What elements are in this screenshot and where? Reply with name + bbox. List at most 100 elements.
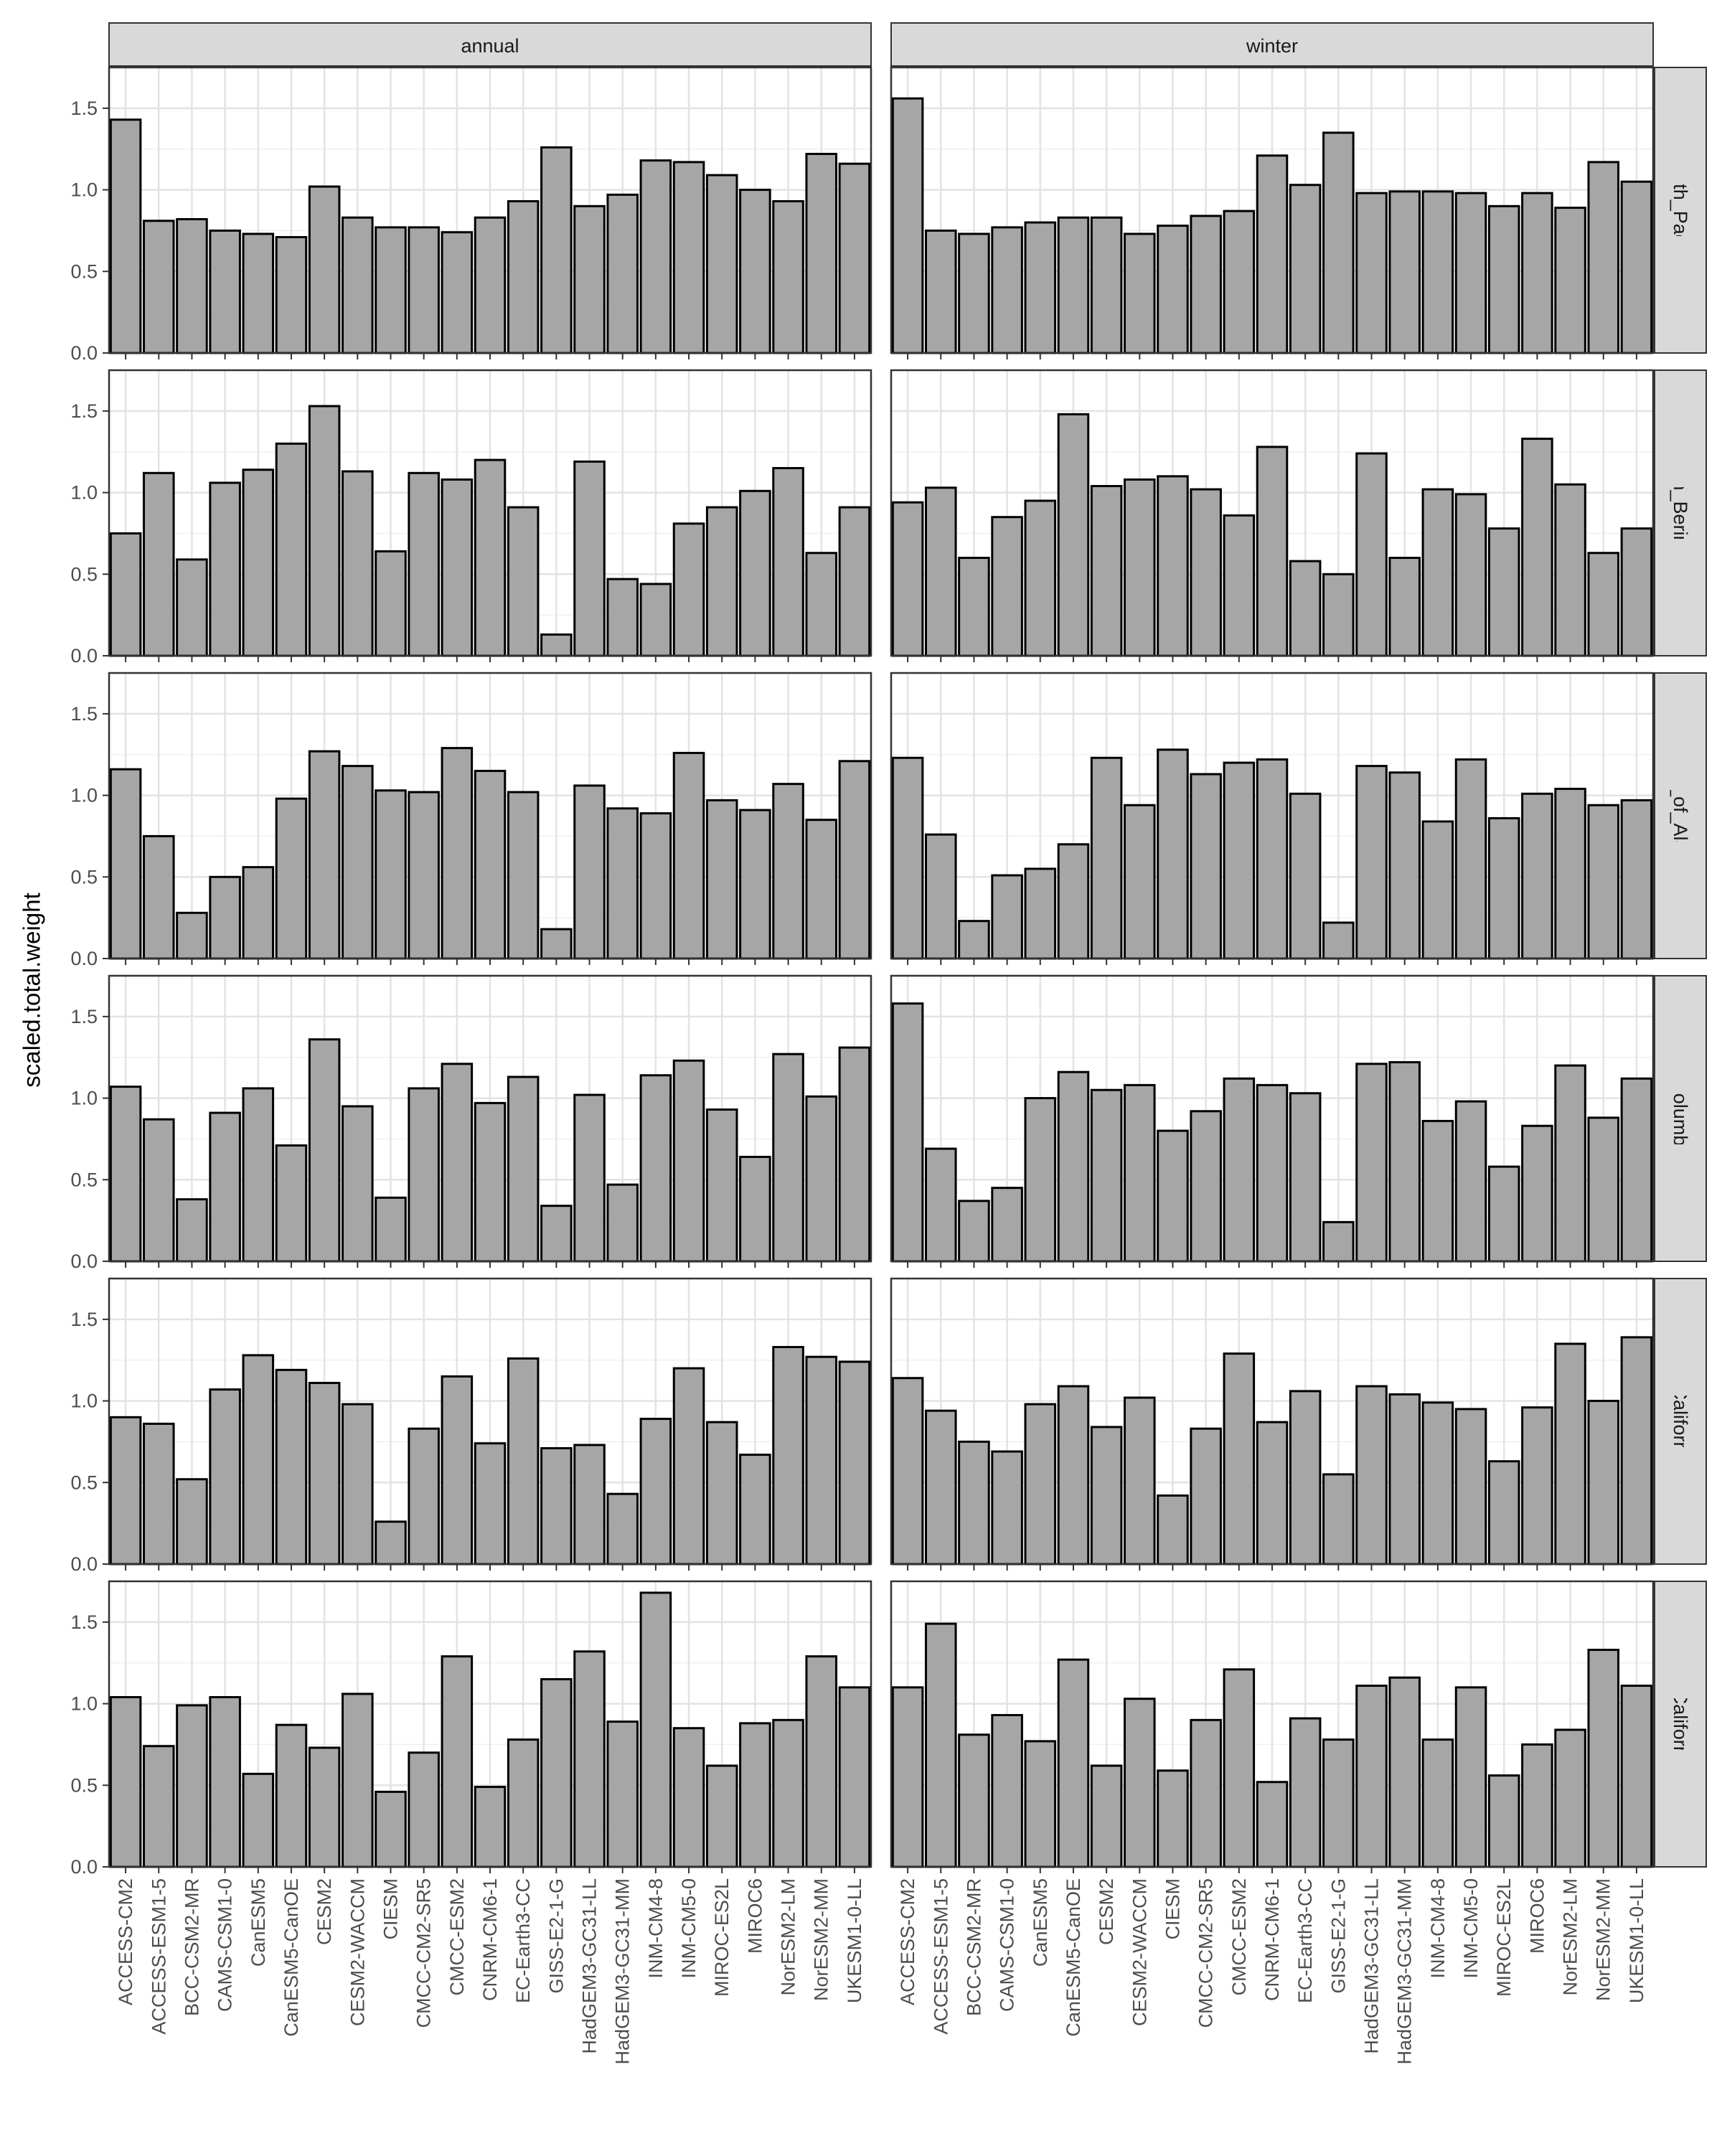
bar-winter-gulf-of-alaska-cnrm-cm6-1 bbox=[1256, 758, 1289, 960]
bar-winter-southern-california-current-access-cm2 bbox=[891, 1686, 924, 1868]
bar-annual-eastern-bering-sea-noresm2-lm bbox=[772, 466, 804, 657]
bar-annual-north-pacific-cnrm-cm6-1 bbox=[474, 216, 507, 354]
bar-annual-north-pacific-inm-cm5-0 bbox=[672, 161, 705, 354]
bar-annual-gulf-of-alaska-cesm2 bbox=[308, 750, 341, 960]
bar-annual-northern-california-current-hadgem3-gc31-mm bbox=[606, 1492, 639, 1566]
x-tick-label: CNRM-CM6-1 bbox=[1261, 1878, 1283, 2001]
bar-winter-eastern-bering-sea-ukesm1-0-ll bbox=[1620, 527, 1653, 657]
bar-annual-northern-california-current-canesm5 bbox=[242, 1354, 275, 1566]
bar-annual-southern-california-current-ec-earth3-cc bbox=[507, 1738, 540, 1868]
bar-winter-british-columbia-coast-ec-earth3-cc bbox=[1289, 1092, 1322, 1263]
facet-strip-southern-california-current bbox=[1654, 1581, 1707, 1868]
bar-annual-gulf-of-alaska-inm-cm4-8 bbox=[639, 812, 672, 960]
bar-annual-southern-california-current-miroc-es2l bbox=[705, 1764, 738, 1868]
bar-annual-british-columbia-coast-canesm5 bbox=[242, 1087, 275, 1263]
bar-winter-british-columbia-coast-canesm5 bbox=[1024, 1097, 1057, 1263]
bar-winter-british-columbia-coast-hadgem3-gc31-ll bbox=[1355, 1063, 1388, 1263]
bar-annual-eastern-bering-sea-cams-csm1-0 bbox=[209, 481, 241, 657]
bar-winter-north-pacific-giss-e2-1-g bbox=[1322, 131, 1355, 354]
y-tick-label: 1.0 bbox=[70, 1693, 98, 1715]
x-tick-label: HadGEM3-GC31-LL bbox=[579, 1878, 601, 2054]
bar-annual-eastern-bering-sea-cesm2 bbox=[308, 405, 341, 657]
bar-annual-gulf-of-alaska-cmcc-cm2-sr5 bbox=[408, 791, 440, 960]
bar-annual-gulf-of-alaska-cesm2-waccm bbox=[342, 765, 374, 960]
bar-annual-eastern-bering-sea-cnrm-cm6-1 bbox=[474, 458, 507, 657]
bar-annual-gulf-of-alaska-noresm2-lm bbox=[772, 783, 804, 960]
x-tick-label: INM-CM4-8 bbox=[645, 1878, 667, 1979]
bar-annual-north-pacific-noresm2-lm bbox=[772, 199, 804, 354]
bar-annual-eastern-bering-sea-miroc6 bbox=[739, 489, 771, 657]
facet-strip-label-gulf-of-alaska: Gulf_of_Alaska bbox=[1670, 750, 1691, 882]
x-tick-label: CESM2 bbox=[1096, 1878, 1117, 1945]
bar-winter-british-columbia-coast-access-cm2 bbox=[891, 1002, 924, 1263]
bar-annual-northern-california-current-cmcc-cm2-sr5 bbox=[408, 1427, 440, 1566]
bar-winter-eastern-bering-sea-cesm2-waccm bbox=[1124, 478, 1156, 657]
bar-annual-british-columbia-coast-cmcc-esm2 bbox=[441, 1063, 474, 1263]
bar-winter-gulf-of-alaska-bcc-csm2-mr bbox=[958, 920, 990, 960]
bar-winter-gulf-of-alaska-hadgem3-gc31-mm bbox=[1388, 771, 1421, 960]
bar-winter-gulf-of-alaska-miroc-es2l bbox=[1487, 816, 1520, 960]
bar-annual-southern-california-current-miroc6 bbox=[739, 1722, 771, 1868]
bar-winter-north-pacific-canesm5 bbox=[1024, 221, 1057, 354]
bar-annual-eastern-bering-sea-giss-e2-1-g bbox=[540, 633, 573, 657]
bar-annual-british-columbia-coast-canesm5-canoe bbox=[275, 1144, 308, 1263]
bar-winter-british-columbia-coast-miroc6 bbox=[1521, 1124, 1553, 1263]
facet-strip-winter bbox=[890, 22, 1654, 67]
bar-winter-southern-california-current-ciesm bbox=[1157, 1769, 1189, 1868]
bar-annual-southern-california-current-noresm2-lm bbox=[772, 1718, 804, 1868]
bar-winter-british-columbia-coast-cams-csm1-0 bbox=[991, 1187, 1023, 1263]
bar-annual-north-pacific-canesm5 bbox=[242, 232, 275, 354]
bar-annual-north-pacific-ec-earth3-cc bbox=[507, 199, 540, 354]
bar-winter-british-columbia-coast-cnrm-cm6-1 bbox=[1256, 1083, 1289, 1263]
bar-annual-northern-california-current-cams-csm1-0 bbox=[209, 1388, 241, 1566]
bar-annual-british-columbia-coast-noresm2-mm bbox=[805, 1095, 838, 1263]
bar-annual-north-pacific-cesm2-waccm bbox=[342, 216, 374, 354]
x-tick-label: CIESM bbox=[380, 1878, 401, 1940]
bar-winter-southern-california-current-cams-csm1-0 bbox=[991, 1713, 1023, 1868]
bar-annual-gulf-of-alaska-hadgem3-gc31-ll bbox=[573, 784, 606, 960]
bar-winter-northern-california-current-canesm5 bbox=[1024, 1403, 1057, 1566]
x-tick-label: MIROC-ES2L bbox=[1493, 1878, 1515, 1997]
x-tick-label: INM-CM5-0 bbox=[678, 1878, 700, 1979]
bar-annual-north-pacific-bcc-csm2-mr bbox=[176, 218, 208, 354]
bar-annual-north-pacific-hadgem3-gc31-mm bbox=[606, 193, 639, 354]
bar-winter-north-pacific-access-cm2 bbox=[891, 97, 924, 354]
bar-winter-north-pacific-ciesm bbox=[1157, 225, 1189, 354]
bar-winter-north-pacific-noresm2-mm bbox=[1587, 161, 1620, 354]
bar-annual-eastern-bering-sea-hadgem3-gc31-mm bbox=[606, 578, 639, 657]
bar-annual-british-columbia-coast-access-cm2 bbox=[109, 1086, 142, 1263]
bar-annual-eastern-bering-sea-miroc-es2l bbox=[705, 506, 738, 657]
bar-annual-gulf-of-alaska-ec-earth3-cc bbox=[507, 791, 540, 960]
y-tick-label: 0.0 bbox=[70, 645, 98, 667]
bar-winter-northern-california-current-miroc6 bbox=[1521, 1406, 1553, 1566]
bar-winter-gulf-of-alaska-cams-csm1-0 bbox=[991, 874, 1023, 960]
bar-winter-eastern-bering-sea-cmcc-cm2-sr5 bbox=[1190, 488, 1222, 657]
bar-winter-british-columbia-coast-access-esm1-5 bbox=[924, 1147, 957, 1263]
x-tick-label: NorESM2-MM bbox=[1593, 1878, 1614, 2001]
bar-annual-british-columbia-coast-cnrm-cm6-1 bbox=[474, 1101, 507, 1263]
bar-winter-gulf-of-alaska-cesm2 bbox=[1090, 756, 1123, 960]
bar-annual-eastern-bering-sea-cmcc-esm2 bbox=[441, 478, 474, 657]
bar-winter-southern-california-current-canesm5 bbox=[1024, 1740, 1057, 1868]
bar-annual-eastern-bering-sea-bcc-csm2-mr bbox=[176, 558, 208, 657]
facet-strip-eastern-bering-sea bbox=[1654, 369, 1707, 656]
bar-winter-north-pacific-cesm2-waccm bbox=[1124, 232, 1156, 354]
bar-winter-northern-california-current-miroc-es2l bbox=[1487, 1460, 1520, 1566]
bar-winter-british-columbia-coast-canesm5-canoe bbox=[1057, 1070, 1090, 1263]
x-tick-label: CAMS-CSM1-0 bbox=[997, 1878, 1018, 2012]
bar-annual-gulf-of-alaska-canesm5 bbox=[242, 866, 275, 960]
x-tick-label: INM-CM5-0 bbox=[1460, 1878, 1482, 1979]
bar-annual-southern-california-current-noresm2-mm bbox=[805, 1655, 838, 1868]
bar-annual-north-pacific-inm-cm4-8 bbox=[639, 159, 672, 354]
bar-winter-northern-california-current-access-cm2 bbox=[891, 1377, 924, 1566]
x-tick-label: MIROC6 bbox=[1526, 1878, 1548, 1954]
bar-annual-north-pacific-cesm2 bbox=[308, 185, 341, 354]
bar-winter-british-columbia-coast-miroc-es2l bbox=[1487, 1165, 1520, 1263]
bar-winter-northern-california-current-bcc-csm2-mr bbox=[958, 1440, 990, 1566]
bar-annual-eastern-bering-sea-hadgem3-gc31-ll bbox=[573, 460, 606, 657]
facet-strip-label-british-columbia-coast: British_Columbia_Coast bbox=[1670, 1015, 1691, 1223]
x-tick-label: CIESM bbox=[1162, 1878, 1183, 1940]
bar-winter-gulf-of-alaska-access-cm2 bbox=[891, 756, 924, 960]
bar-winter-southern-california-current-bcc-csm2-mr bbox=[958, 1733, 990, 1868]
bar-winter-southern-california-current-cesm2 bbox=[1090, 1764, 1123, 1868]
